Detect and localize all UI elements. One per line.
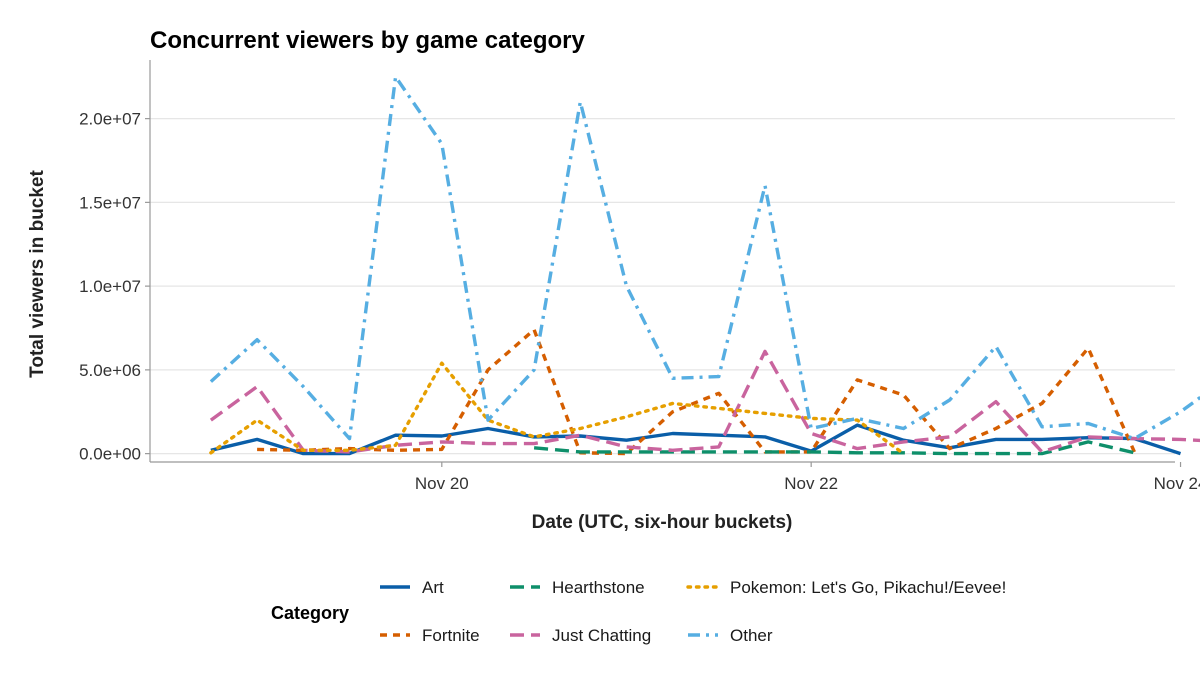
axes-layer: 0.0e+00 5.0e+06 1.0e+07 1.5e+07 2.0e+07 Nov 2… [79, 60, 1200, 493]
grid-layer [150, 118, 1175, 455]
legend-label-hearthstone: Hearthstone [552, 578, 645, 597]
legend-label-just-chatting: Just Chatting [552, 626, 651, 645]
y-tick-label: 0.0e+00 [79, 445, 141, 464]
series-line-just-chatting [209, 349, 1200, 454]
legend-label-other: Other [730, 626, 773, 645]
x-axis-title: Date (UTC, six-hour buckets) [532, 512, 793, 533]
chart-title: Concurrent viewers by game category [150, 27, 585, 54]
y-tick-label: 1.0e+07 [79, 277, 141, 296]
series-line-hearthstone [533, 440, 1135, 456]
series-line-fortnite [257, 328, 1136, 456]
legend-label-fortnite: Fortnite [422, 626, 480, 645]
y-tick-label: 1.5e+07 [79, 193, 141, 212]
legend-label-art: Art [422, 578, 444, 597]
legend: Category Art Fortnite Hearthstone Just Chat… [271, 578, 1006, 645]
x-tick-label: Nov 22 [784, 474, 838, 493]
y-tick-label: 5.0e+06 [79, 361, 141, 380]
x-tick-label: Nov 20 [415, 474, 469, 493]
series-line-art [210, 423, 1182, 456]
x-tick-label: Nov 24 [1154, 474, 1200, 493]
legend-label-pokemon-let-s-go-pikachu-eevee: Pokemon: Let's Go, Pikachu!/Eevee! [730, 578, 1006, 597]
series-line-other [209, 75, 1200, 441]
series-layer [209, 75, 1200, 456]
y-axis-title: Total viewers in bucket [27, 170, 48, 378]
series-line-pokemon-let-s-go-pikachu-eevee [209, 361, 906, 456]
legend-title: Category [271, 603, 349, 623]
y-tick-label: 2.0e+07 [79, 110, 141, 129]
